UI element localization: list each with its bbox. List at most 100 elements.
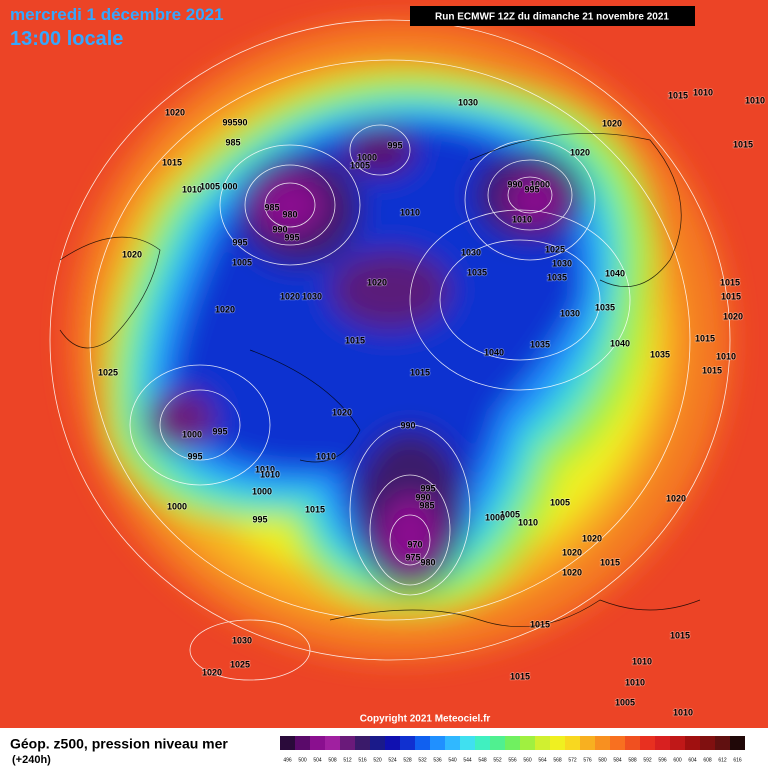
isobar-label: 1000: [530, 179, 550, 189]
legend-label: 496: [283, 757, 292, 763]
legend-label: 536: [433, 757, 442, 763]
isobar-label: 000: [222, 181, 237, 191]
legend-swatch: [700, 736, 715, 750]
isobar-label: 985: [225, 137, 240, 147]
isobar-label: 980: [282, 209, 297, 219]
legend-label: 532: [418, 757, 427, 763]
legend-swatch: [670, 736, 685, 750]
isobar-label: 995: [420, 483, 435, 493]
legend-swatch: [640, 736, 655, 750]
isobar-label: 1040: [484, 347, 504, 357]
legend-label: 568: [553, 757, 562, 763]
run-box: [410, 6, 695, 26]
isobar-label: 1020: [562, 567, 582, 577]
legend-swatch: [325, 736, 340, 750]
isobar-label: 1030: [302, 291, 322, 301]
isobar-label: 1010: [716, 351, 736, 361]
isobar-label: 1025: [98, 367, 118, 377]
legend-label: 592: [643, 757, 652, 763]
coastlines: [59, 133, 701, 628]
legend-swatch: [400, 736, 415, 750]
isobar-label: 1015: [733, 139, 753, 149]
legend-label: 560: [523, 757, 532, 763]
isobar-label: 995: [387, 140, 402, 150]
isobar-label: 1020: [280, 291, 300, 301]
legend-swatch: [610, 736, 625, 750]
isobar-label: 1030: [458, 97, 478, 107]
legend-swatch: [430, 736, 445, 750]
legend-swatch: [295, 736, 310, 750]
isobar-label: 970: [407, 539, 422, 549]
isobar-label: 1020: [202, 667, 222, 677]
legend-swatch: [565, 736, 580, 750]
isobar-label: 1030: [560, 308, 580, 318]
isobar-label: 1005: [615, 697, 635, 707]
isobar-label: 1010: [400, 207, 420, 217]
isobar-label: 1030: [461, 247, 481, 257]
legend-label: 580: [598, 757, 607, 763]
legend-swatch: [505, 736, 520, 750]
legend-swatch: [685, 736, 700, 750]
isobar-label: 1020: [570, 147, 590, 157]
isobar-label: 1000: [252, 486, 272, 496]
legend-label: 512: [343, 757, 352, 763]
legend-swatch: [580, 736, 595, 750]
isobar-label: 1005: [232, 257, 252, 267]
subtitle: 13:00 locale: [10, 28, 123, 50]
isobar-label: 1040: [605, 268, 625, 278]
copyright: Copyright 2021 Meteociel.fr: [360, 714, 491, 725]
isobar-label: 1020: [122, 249, 142, 259]
legend-swatch: [655, 736, 670, 750]
isobar-label: 1010: [625, 677, 645, 687]
footer-subtitle: (+240h): [12, 754, 51, 766]
isobar-label: 1035: [530, 339, 550, 349]
legend-label: 552: [493, 757, 502, 763]
legend-label: 572: [568, 757, 577, 763]
isobar-label: 1015: [305, 504, 325, 514]
legend-swatch: [355, 736, 370, 750]
legend-label: 508: [328, 757, 337, 763]
legend-label: 516: [358, 757, 367, 763]
legend-swatch: [730, 736, 745, 750]
isobar-label: 1015: [530, 619, 550, 629]
legend-swatch: [340, 736, 355, 750]
legend-label: 584: [613, 757, 622, 763]
isobar-label: 1020: [582, 533, 602, 543]
legend-label: 548: [478, 757, 487, 763]
isobar-label: 980: [420, 557, 435, 567]
isobar-label: 1000: [182, 429, 202, 439]
isobar-label: 1010: [632, 656, 652, 666]
isobar-label: 1000: [485, 512, 505, 522]
legend-label: 524: [388, 757, 397, 763]
legend-swatch: [535, 736, 550, 750]
isobar-label: 1015: [721, 291, 741, 301]
legend-swatch: [445, 736, 460, 750]
isobar-label: 1020: [562, 547, 582, 557]
legend-label: 588: [628, 757, 637, 763]
legend-label: 544: [463, 757, 472, 763]
legend-label: 540: [448, 757, 457, 763]
isobar-label: 985: [419, 500, 434, 510]
isobar-label: 1015: [702, 365, 722, 375]
isobar-label: 1015: [345, 335, 365, 345]
isobar-label: 1005: [200, 181, 220, 191]
legend-swatch: [715, 736, 730, 750]
legend-label: 608: [703, 757, 712, 763]
isobar-label: 1040: [610, 338, 630, 348]
isobar-label: 1025: [545, 244, 565, 254]
legend-label: 564: [538, 757, 547, 763]
footer-title: Géop. z500, pression niveau mer: [10, 736, 228, 752]
legend-swatch: [520, 736, 535, 750]
isobar-label: 995: [524, 184, 539, 194]
isobar-label: 1020: [332, 407, 352, 417]
legend-label: 520: [373, 757, 382, 763]
isobar-label: 1035: [467, 267, 487, 277]
legend-label: 528: [403, 757, 412, 763]
legend-swatch: [385, 736, 400, 750]
isobar-label: 1000: [357, 152, 377, 162]
legend-label: 604: [688, 757, 697, 763]
isobar-label: 1000: [167, 501, 187, 511]
title: mercredi 1 décembre 2021: [10, 5, 224, 24]
